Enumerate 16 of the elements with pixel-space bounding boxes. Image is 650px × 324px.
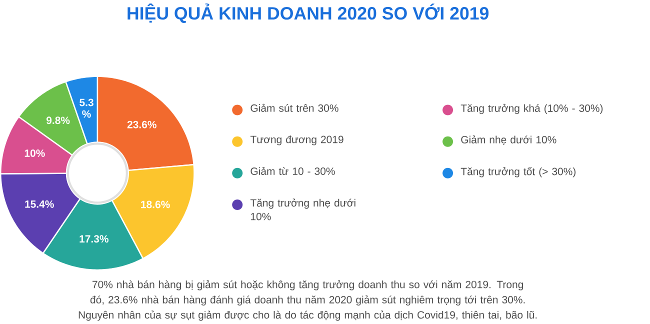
data-label: 23.6% bbox=[127, 120, 156, 128]
data-label: 18.6% bbox=[141, 200, 170, 208]
legend-label: Giảm sút trên 30% bbox=[250, 104, 338, 112]
legend-label: Tương đương 2019 bbox=[250, 135, 344, 146]
legend-label: Tăng trưởng nhẹ dưới 10% bbox=[250, 198, 356, 220]
text: 70% nhà bán hàng bị giảm sút hoặc không tăng trưởng doanh thu so với năm 2019. Trong đó, 23.6% nhà bán hàng đánh giá doanh thu năm 2020 giảm sút nghiêm trọng tới trên 30%. Nguyên nhân của sự sụt giảm được cho là do tác động mạnh của dịch Covid19, thiên tai, bão lũ. bbox=[78, 280, 537, 321]
data-label: 5.3 % bbox=[80, 98, 94, 118]
data-label: 15.4% bbox=[25, 200, 54, 208]
legend-label: Tăng trưởng tốt (> 30%) bbox=[460, 166, 576, 178]
legend-label: Giảm từ 10 - 30% bbox=[250, 166, 335, 175]
data-label: 17.3% bbox=[80, 235, 108, 242]
legend-label: Giảm nhẹ dưới 10% bbox=[461, 135, 556, 145]
chart-title: HIỆU QUẢ KINH DOANH 2020 SO VỚI 2019 bbox=[128, 3, 489, 23]
legend-label: Tăng trưởng khá (10% - 30%) bbox=[460, 104, 603, 114]
data-label: 10% bbox=[24, 149, 45, 157]
data-label: 9.8% bbox=[46, 116, 70, 124]
